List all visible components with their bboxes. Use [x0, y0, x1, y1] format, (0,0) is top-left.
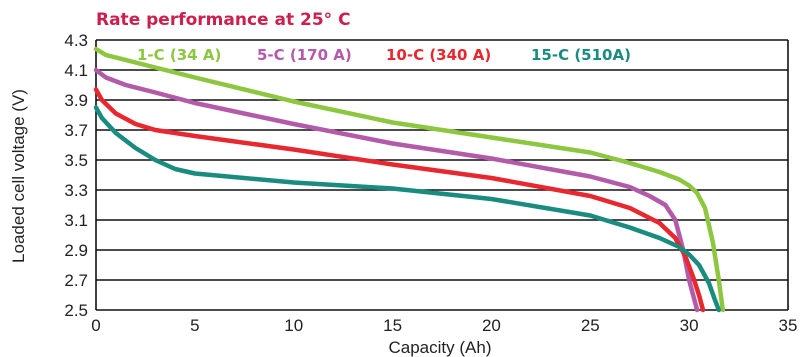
- y-axis-label: Loaded cell voltage (V): [9, 89, 28, 263]
- y-tick-label: 3.5: [64, 151, 88, 170]
- legend-entry-1: 1-C (34 A): [137, 46, 221, 64]
- y-tick-label: 3.7: [64, 121, 88, 140]
- y-tick-label: 2.5: [64, 301, 88, 320]
- grid-lines: [95, 39, 789, 311]
- series-line-4: [93, 105, 722, 313]
- y-tick-label: 3.9: [64, 91, 88, 110]
- series-line-1: [93, 46, 726, 313]
- y-tick-label: 2.9: [64, 241, 88, 260]
- x-axis-label: Capacity (Ah): [389, 338, 492, 357]
- legend-entry-2: 5-C (170 A): [257, 46, 352, 64]
- x-tick-label: 30: [680, 316, 699, 335]
- y-tick-label: 3.3: [64, 181, 88, 200]
- x-tick-label: 20: [482, 316, 501, 335]
- x-axis-ticks: 0 5 10 15 20 25 30 35: [91, 316, 797, 335]
- chart-title: Rate performance at 25° C: [96, 10, 351, 30]
- y-tick-label: 4.1: [64, 61, 88, 80]
- x-tick-label: 0: [91, 316, 100, 335]
- y-axis-ticks: 2.5 2.7 2.9 3.1 3.3 3.5 3.7 3.9 4.1 4.3: [64, 31, 88, 320]
- y-tick-label: 3.1: [64, 211, 88, 230]
- x-tick-label: 25: [581, 316, 600, 335]
- legend: 1-C (34 A) 5-C (170 A) 10-C (340 A) 15-C (5…: [137, 46, 631, 64]
- x-tick-label: 10: [284, 316, 303, 335]
- series-line-3: [93, 87, 706, 313]
- legend-entry-3: 10-C (340 A): [386, 46, 491, 64]
- x-tick-label: 5: [190, 316, 199, 335]
- series-lines: [93, 46, 726, 313]
- x-tick-label: 35: [779, 316, 798, 335]
- y-tick-label: 2.7: [64, 271, 88, 290]
- x-tick-label: 15: [383, 316, 402, 335]
- y-tick-label: 4.3: [64, 31, 88, 50]
- legend-entry-4: 15-C (510A): [531, 46, 631, 64]
